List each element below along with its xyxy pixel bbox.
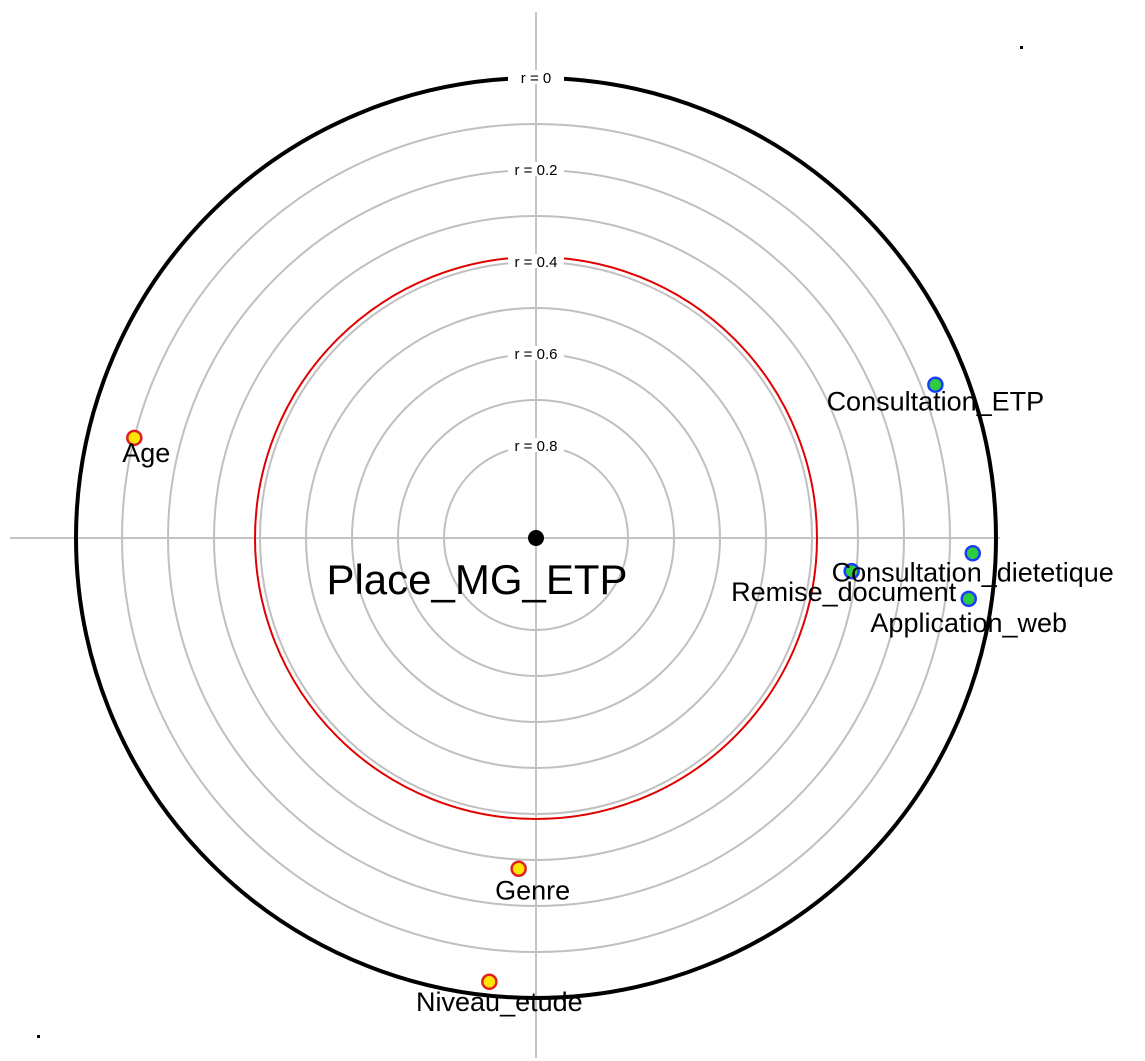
ring-label: r = 0.6 (515, 346, 558, 363)
ring-label-bg (508, 162, 564, 176)
ring-0.7 (397, 399, 675, 677)
ring-0.1 (121, 123, 951, 953)
point-label-consultation-etp: Consultation_ETP (827, 387, 1045, 417)
center-label: Place_MG_ETP (326, 556, 627, 603)
points (126, 376, 981, 991)
point-label-niveau-etude: Niveau_etude (416, 987, 583, 1017)
point-consultation-etp (927, 376, 944, 393)
ring-label: r = 0.2 (515, 162, 558, 179)
corner-dot-bottom-left (37, 1035, 40, 1038)
ring-label-bg (508, 346, 564, 360)
point-label-genre: Genre (495, 876, 570, 906)
corner-dot-top-right (1020, 46, 1023, 49)
point-niveau-etude (481, 973, 498, 991)
point-application-web (960, 590, 977, 608)
ring-0.5 (305, 307, 767, 769)
point-genre (510, 860, 527, 877)
ring-labels: r = 0 r = 0.2 r = 0.4 r = 0.6 r = 0.8 (508, 70, 564, 455)
point-label-application-web: Application_web (870, 608, 1067, 638)
ring-label: r = 0.8 (515, 438, 558, 455)
ring-label: r = 0 (521, 70, 551, 87)
ring-label-bg (508, 254, 564, 268)
point-age (126, 429, 143, 447)
ring-label: r = 0.4 (515, 254, 558, 271)
point-label-age: Age (122, 438, 170, 468)
ring-0.3 (213, 215, 859, 861)
point-consultation-dietetique (964, 545, 981, 562)
point-label-remise-document: Remise_document (731, 577, 957, 607)
ring-label-bg (508, 438, 564, 452)
point-remise-document (843, 562, 860, 580)
point-label-consultation-dietetique: Consultation_dietetique (832, 557, 1114, 587)
ring-label-bg (508, 70, 564, 84)
center-dot (528, 530, 544, 546)
point-labels: Age Consultation_ETP Consultation_dietetiq… (122, 387, 1114, 1017)
